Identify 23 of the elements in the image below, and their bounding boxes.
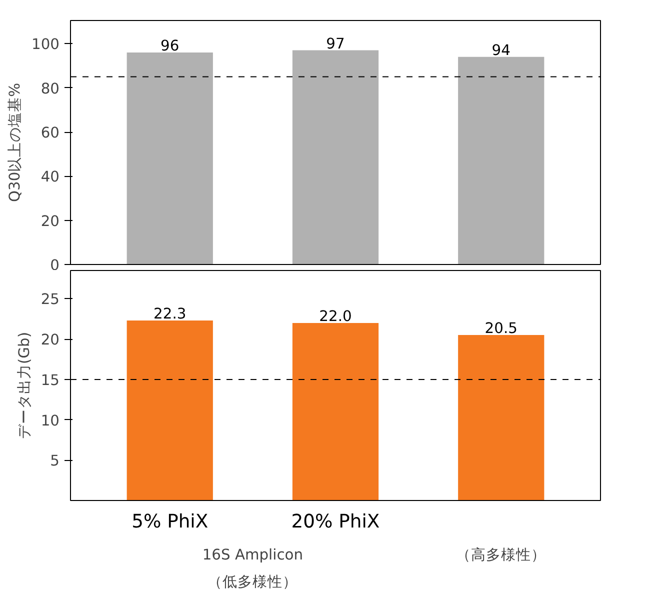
y-tick-label: 20	[40, 332, 60, 349]
y-axis-title: データ出力(Gb)	[16, 332, 33, 440]
y-tick-label: 25	[40, 291, 60, 308]
y-tick-label: 20	[40, 212, 60, 230]
y-tick-label: 80	[40, 80, 60, 98]
y-tick-label: 60	[40, 124, 60, 142]
data-label: 22.3	[154, 306, 186, 323]
x-tick-label: 5% PhiX	[132, 512, 208, 532]
data-label: 22.0	[319, 308, 352, 325]
y-tick-label: 40	[40, 168, 60, 186]
text: 16S Amplicon （低多様性）	[202, 546, 304, 591]
x-tick-label: 20% PhiX	[291, 512, 380, 532]
y-tick-label: 0	[50, 257, 60, 274]
text: （高多様性）	[456, 546, 546, 564]
y-tick-label: 10	[40, 412, 60, 430]
data-label: 20.5	[484, 320, 518, 338]
y-tick-label: 15	[40, 372, 60, 389]
data-label: 94	[492, 42, 510, 59]
y-tick-label: 100	[32, 36, 60, 54]
data-label: 96	[160, 38, 180, 55]
y-axis-title: Q30以上の塩基%	[6, 82, 24, 202]
y-tick-label: 5	[50, 452, 60, 470]
data-label: 97	[326, 35, 345, 52]
